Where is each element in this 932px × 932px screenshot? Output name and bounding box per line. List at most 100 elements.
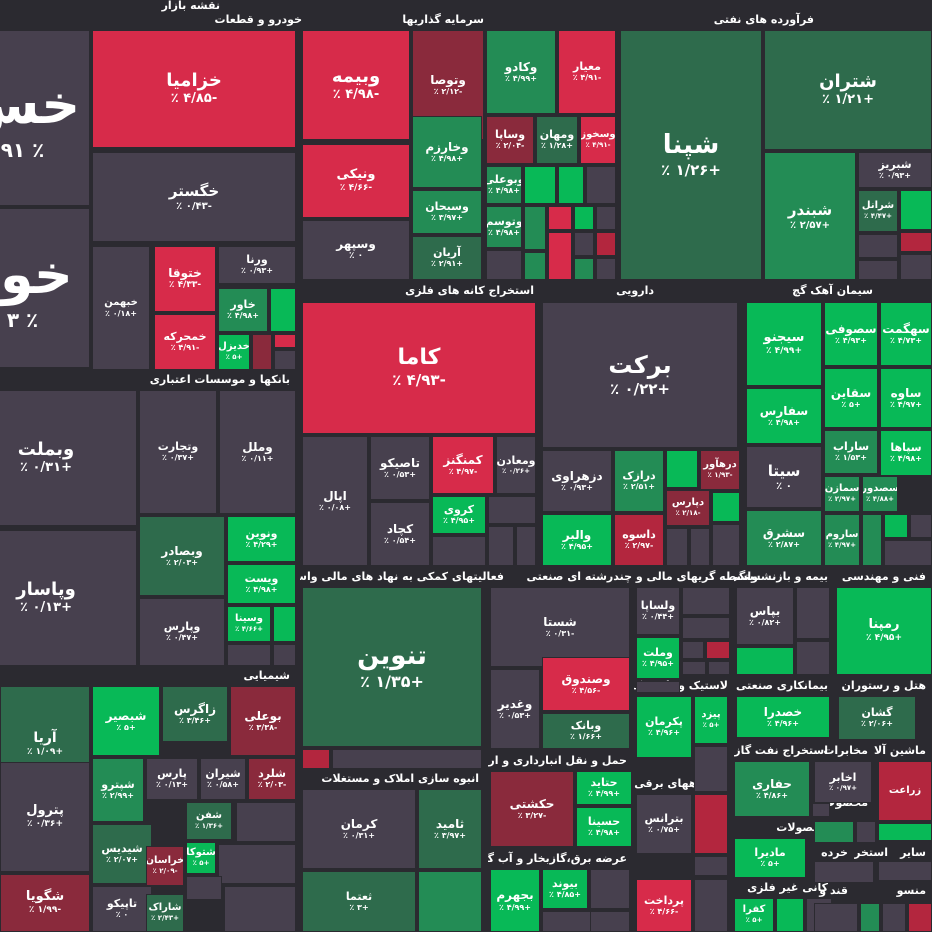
stock-tile[interactable]: خدیزل +۵ ٪ <box>218 334 250 370</box>
stock-tile[interactable]: معیار -۴/۹۱ ٪ <box>558 30 616 114</box>
stock-tile[interactable]: وتجارت +۰/۳۷ ٪ <box>139 390 217 514</box>
treemap-cell[interactable] <box>666 528 688 566</box>
stock-tile[interactable]: ساراب +۱/۵۳ ٪ <box>824 430 878 474</box>
stock-tile[interactable]: ساوه +۴/۹۷ ٪ <box>880 368 932 428</box>
treemap-cell[interactable] <box>548 232 572 280</box>
stock-tile[interactable]: سصوفی +۴/۹۳ ٪ <box>824 302 878 366</box>
stock-tile[interactable]: کفرا +۵ ٪ <box>734 898 774 932</box>
stock-tile[interactable]: خس٪ ۹۱ <box>0 30 90 206</box>
stock-tile[interactable]: دزهراوی +۰/۹۳ ٪ <box>542 450 612 512</box>
stock-tile[interactable]: شیدیس +۲/۰۷ ٪ <box>92 824 152 884</box>
stock-tile[interactable]: بوعلی -۳/۳۸ ٪ <box>230 686 296 756</box>
stock-tile[interactable]: پرداخت -۴/۶۶ ٪ <box>636 879 692 932</box>
stock-tile[interactable]: ولساپا +۰/۴۴ ٪ <box>636 587 680 635</box>
stock-tile[interactable]: شاراک +۲/۴۳ ٪ <box>146 894 184 932</box>
stock-tile[interactable]: شتوکا +۵ ٪ <box>186 842 216 874</box>
stock-tile[interactable]: کرمان +۰/۳۱ ٪ <box>302 789 416 869</box>
stock-tile[interactable]: حتاید +۴/۹۹ ٪ <box>576 771 632 805</box>
treemap-cell[interactable] <box>224 886 296 932</box>
treemap-cell[interactable] <box>218 844 296 884</box>
treemap-cell[interactable] <box>302 749 330 769</box>
stock-tile[interactable]: تاپیکو ۰ ٪ <box>92 886 152 932</box>
stock-tile[interactable]: وصندوق -۴/۵۶ ٪ <box>542 657 630 711</box>
stock-tile[interactable]: وسخوز -۴/۹۱ ٪ <box>580 116 616 164</box>
treemap-cell[interactable] <box>694 856 728 876</box>
treemap-cell[interactable] <box>900 190 932 230</box>
stock-tile[interactable]: اپال +۰/۰۸ ٪ <box>302 436 368 566</box>
stock-tile[interactable]: شگویا -۱/۹۹ ٪ <box>0 874 90 932</box>
stock-tile[interactable]: وساپا -۲/۰۴ ٪ <box>486 116 534 164</box>
stock-tile[interactable]: سمازن +۲/۹۷ ٪ <box>824 476 860 512</box>
treemap-cell[interactable] <box>274 334 296 348</box>
stock-tile[interactable]: وبیمه -۴/۹۸ ٪ <box>302 30 410 140</box>
stock-tile[interactable]: وملل +۰/۱۱ ٪ <box>219 390 296 514</box>
stock-tile[interactable]: شرانل +۴/۴۷ ٪ <box>858 190 898 232</box>
treemap-cell[interactable] <box>910 514 932 538</box>
stock-tile[interactable]: خمحرکه -۴/۹۱ ٪ <box>154 314 216 370</box>
stock-tile[interactable]: ویست +۴/۹۸ ٪ <box>227 564 296 604</box>
stock-tile[interactable]: حکشتی -۳/۲۷ ٪ <box>490 771 574 847</box>
treemap-cell[interactable] <box>908 903 932 932</box>
stock-tile[interactable]: وکادو +۴/۹۹ ٪ <box>486 30 556 114</box>
stock-tile[interactable]: ورنا +۰/۹۳ ٪ <box>218 246 296 284</box>
stock-tile[interactable]: وبصادر +۲/۰۳ ٪ <box>139 516 225 596</box>
stock-tile[interactable]: ومهان +۱/۲۸ ٪ <box>536 116 578 164</box>
stock-tile[interactable]: وبملت +۰/۳۱ ٪ <box>0 390 137 526</box>
stock-tile[interactable]: گشان +۲/۰۶ ٪ <box>838 696 916 740</box>
treemap-cell[interactable] <box>273 606 296 642</box>
stock-tile[interactable]: بترانس +۰/۷۵ ٪ <box>636 794 692 854</box>
stock-tile[interactable]: درازک +۲/۵۱ ٪ <box>614 450 664 512</box>
treemap-cell[interactable] <box>574 232 594 256</box>
stock-tile[interactable]: ونیکی -۴/۶۶ ٪ <box>302 144 410 218</box>
stock-tile[interactable]: ومعادن +۰/۲۶ ٪ <box>496 436 536 494</box>
stock-tile[interactable]: شستا -۰/۳۱ ٪ <box>490 587 630 667</box>
stock-tile[interactable]: خگستر -۰/۴۳ ٪ <box>92 152 296 242</box>
treemap-cell[interactable] <box>236 802 296 842</box>
treemap-cell[interactable] <box>812 803 830 817</box>
stock-tile[interactable]: بجهرم +۴/۹۹ ٪ <box>490 869 540 932</box>
stock-tile[interactable]: شلرد -۲/۰۳ ٪ <box>248 758 296 800</box>
treemap-cell[interactable] <box>712 492 740 522</box>
stock-tile[interactable]: وبوعلی+۴/۹۸ ٪ <box>486 166 522 204</box>
stock-tile[interactable]: شبریز +۰/۹۳ ٪ <box>858 152 932 188</box>
stock-tile[interactable]: وتوسم +۴/۹۸ ٪ <box>486 206 522 248</box>
stock-tile[interactable]: وخارزم +۴/۹۸ ٪ <box>412 116 482 188</box>
stock-tile[interactable]: والبر +۴/۹۵ ٪ <box>542 514 612 566</box>
stock-tile[interactable]: پترول +۰/۳۶ ٪ <box>0 762 90 872</box>
treemap-cell[interactable] <box>814 821 854 843</box>
stock-tile[interactable]: حفاری +۴/۸۶ ٪ <box>734 761 810 817</box>
treemap-cell[interactable] <box>488 526 514 566</box>
treemap-cell[interactable] <box>884 514 908 538</box>
stock-tile[interactable]: ونوین +۴/۲۹ ٪ <box>227 516 296 562</box>
treemap-cell[interactable] <box>796 641 830 675</box>
treemap-cell[interactable] <box>694 746 728 792</box>
stock-tile[interactable]: سصدور +۴/۸۸ ٪ <box>862 476 898 512</box>
treemap-cell[interactable] <box>524 166 556 204</box>
treemap-cell[interactable] <box>274 350 296 370</box>
treemap-cell[interactable] <box>682 587 730 615</box>
stock-tile[interactable]: تنوین +۱/۳۵ ٪ <box>302 587 482 747</box>
stock-tile[interactable]: وملت +۴/۹۵ ٪ <box>636 637 680 679</box>
stock-tile[interactable]: سشرق +۲/۸۷ ٪ <box>746 510 822 566</box>
treemap-cell[interactable] <box>273 644 296 666</box>
treemap-cell[interactable] <box>227 644 271 666</box>
stock-tile[interactable]: کروی +۴/۹۵ ٪ <box>432 496 486 534</box>
stock-tile[interactable]: خراسان -۲/۰۹ ٪ <box>146 846 184 886</box>
treemap-cell[interactable] <box>736 647 794 675</box>
stock-tile[interactable]: شپنا +۱/۲۶ ٪ <box>620 30 762 280</box>
stock-tile[interactable]: ثامید +۳/۹۷ ٪ <box>418 789 482 869</box>
treemap-cell[interactable] <box>252 334 272 370</box>
treemap-cell[interactable] <box>418 871 482 932</box>
treemap-cell[interactable] <box>432 536 486 566</box>
stock-tile[interactable]: وپاسار +۰/۱۳ ٪ <box>0 530 137 666</box>
treemap-cell[interactable] <box>860 903 880 932</box>
stock-tile[interactable]: دپارس -۲/۱۸ ٪ <box>666 490 710 526</box>
treemap-cell[interactable] <box>694 794 728 854</box>
stock-tile[interactable]: زاگرس +۳/۴۶ ٪ <box>162 686 228 742</box>
treemap-cell[interactable] <box>862 514 882 566</box>
treemap-cell[interactable] <box>858 260 898 280</box>
stock-tile[interactable]: کاما -۴/۹۳ ٪ <box>302 302 536 434</box>
stock-tile[interactable]: پارس +۰/۱۳ ٪ <box>146 758 198 800</box>
stock-tile[interactable]: داسوه -۲/۹۷ ٪ <box>614 514 664 566</box>
treemap-cell[interactable] <box>558 166 584 204</box>
